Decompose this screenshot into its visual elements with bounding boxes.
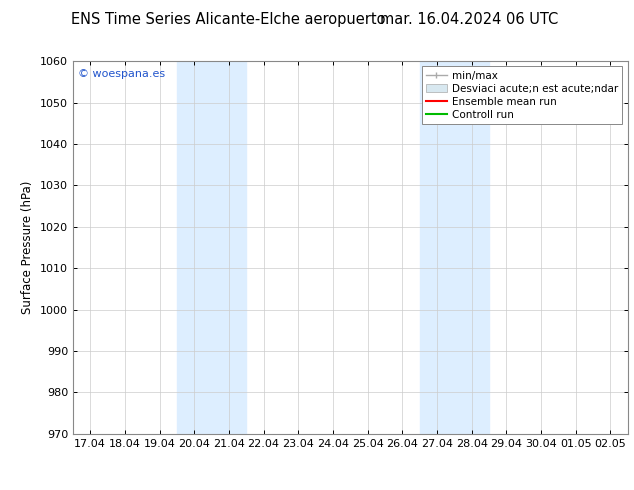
Bar bbox=[177, 61, 246, 434]
Text: ENS Time Series Alicante-Elche aeropuerto: ENS Time Series Alicante-Elche aeropuert… bbox=[71, 12, 385, 27]
Y-axis label: Surface Pressure (hPa): Surface Pressure (hPa) bbox=[22, 181, 34, 314]
Text: © woespana.es: © woespana.es bbox=[79, 69, 165, 79]
Bar bbox=[420, 61, 489, 434]
Text: mar. 16.04.2024 06 UTC: mar. 16.04.2024 06 UTC bbox=[380, 12, 559, 27]
Legend: min/max, Desviaci acute;n est acute;ndar, Ensemble mean run, Controll run: min/max, Desviaci acute;n est acute;ndar… bbox=[422, 67, 623, 124]
